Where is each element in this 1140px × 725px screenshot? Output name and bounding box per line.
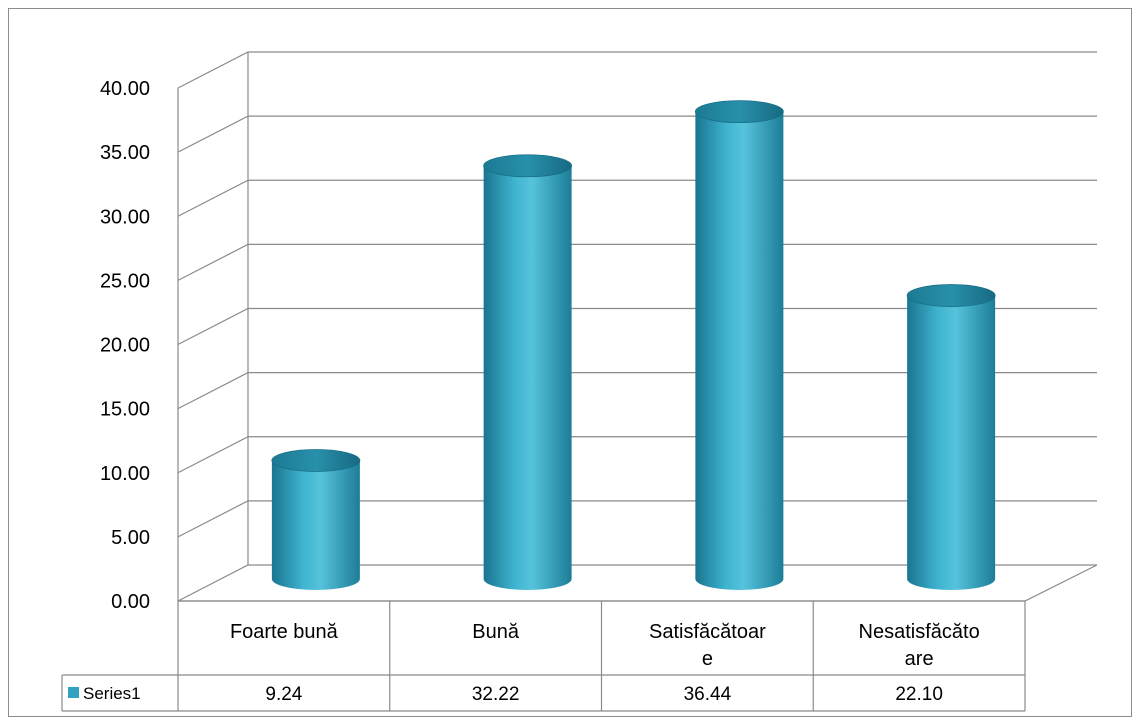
chart-walls xyxy=(177,51,1098,602)
gridline xyxy=(177,115,1097,153)
legend-label: Series1 xyxy=(83,684,141,703)
y-tick-label: 35.00 xyxy=(100,142,150,164)
y-tick-label: 5.00 xyxy=(111,527,150,549)
y-tick-label: 15.00 xyxy=(100,399,150,421)
bar-top xyxy=(694,100,784,124)
y-tick-label: 20.00 xyxy=(100,335,150,357)
y-tick-label: 0.00 xyxy=(111,591,150,613)
bar xyxy=(906,284,996,590)
bar-top xyxy=(483,154,573,178)
bar-body xyxy=(907,295,996,590)
bars xyxy=(271,100,996,591)
x-tick-label: Nesatisfăcăto xyxy=(859,621,980,643)
data-table: Foarte bună Bună Satisfăcătoar e Nesatisfăcă… xyxy=(61,600,1026,712)
bar-body xyxy=(271,460,360,590)
bar-top xyxy=(906,284,996,307)
x-tick-label: Bună xyxy=(472,621,520,643)
data-label: 22.10 xyxy=(895,684,943,705)
y-tick-label: 10.00 xyxy=(100,463,150,485)
legend-swatch xyxy=(68,687,79,698)
x-tick-label: are xyxy=(905,648,934,670)
bar-body xyxy=(695,111,784,591)
gridline xyxy=(177,243,1097,281)
bar-body xyxy=(483,165,572,590)
data-label: 32.22 xyxy=(472,684,520,705)
y-tick-label: 25.00 xyxy=(100,270,150,292)
data-label: 9.24 xyxy=(265,684,302,705)
y-axis-ticks: 0.00 5.00 10.00 15.00 20.00 25.00 30.00 35.00 40… xyxy=(100,78,150,613)
y-tick-label: 30.00 xyxy=(100,206,150,228)
gridline xyxy=(177,179,1097,217)
bar-top xyxy=(271,449,361,472)
x-tick-label: e xyxy=(702,648,713,670)
bar xyxy=(271,449,361,590)
gridline xyxy=(177,51,1097,89)
x-tick-label: Foarte bună xyxy=(230,621,339,643)
data-label: 36.44 xyxy=(684,684,732,705)
bar xyxy=(483,154,573,590)
bar xyxy=(694,100,784,591)
x-tick-label: Satisfăcătoar xyxy=(649,621,766,643)
y-tick-label: 40.00 xyxy=(100,78,150,100)
